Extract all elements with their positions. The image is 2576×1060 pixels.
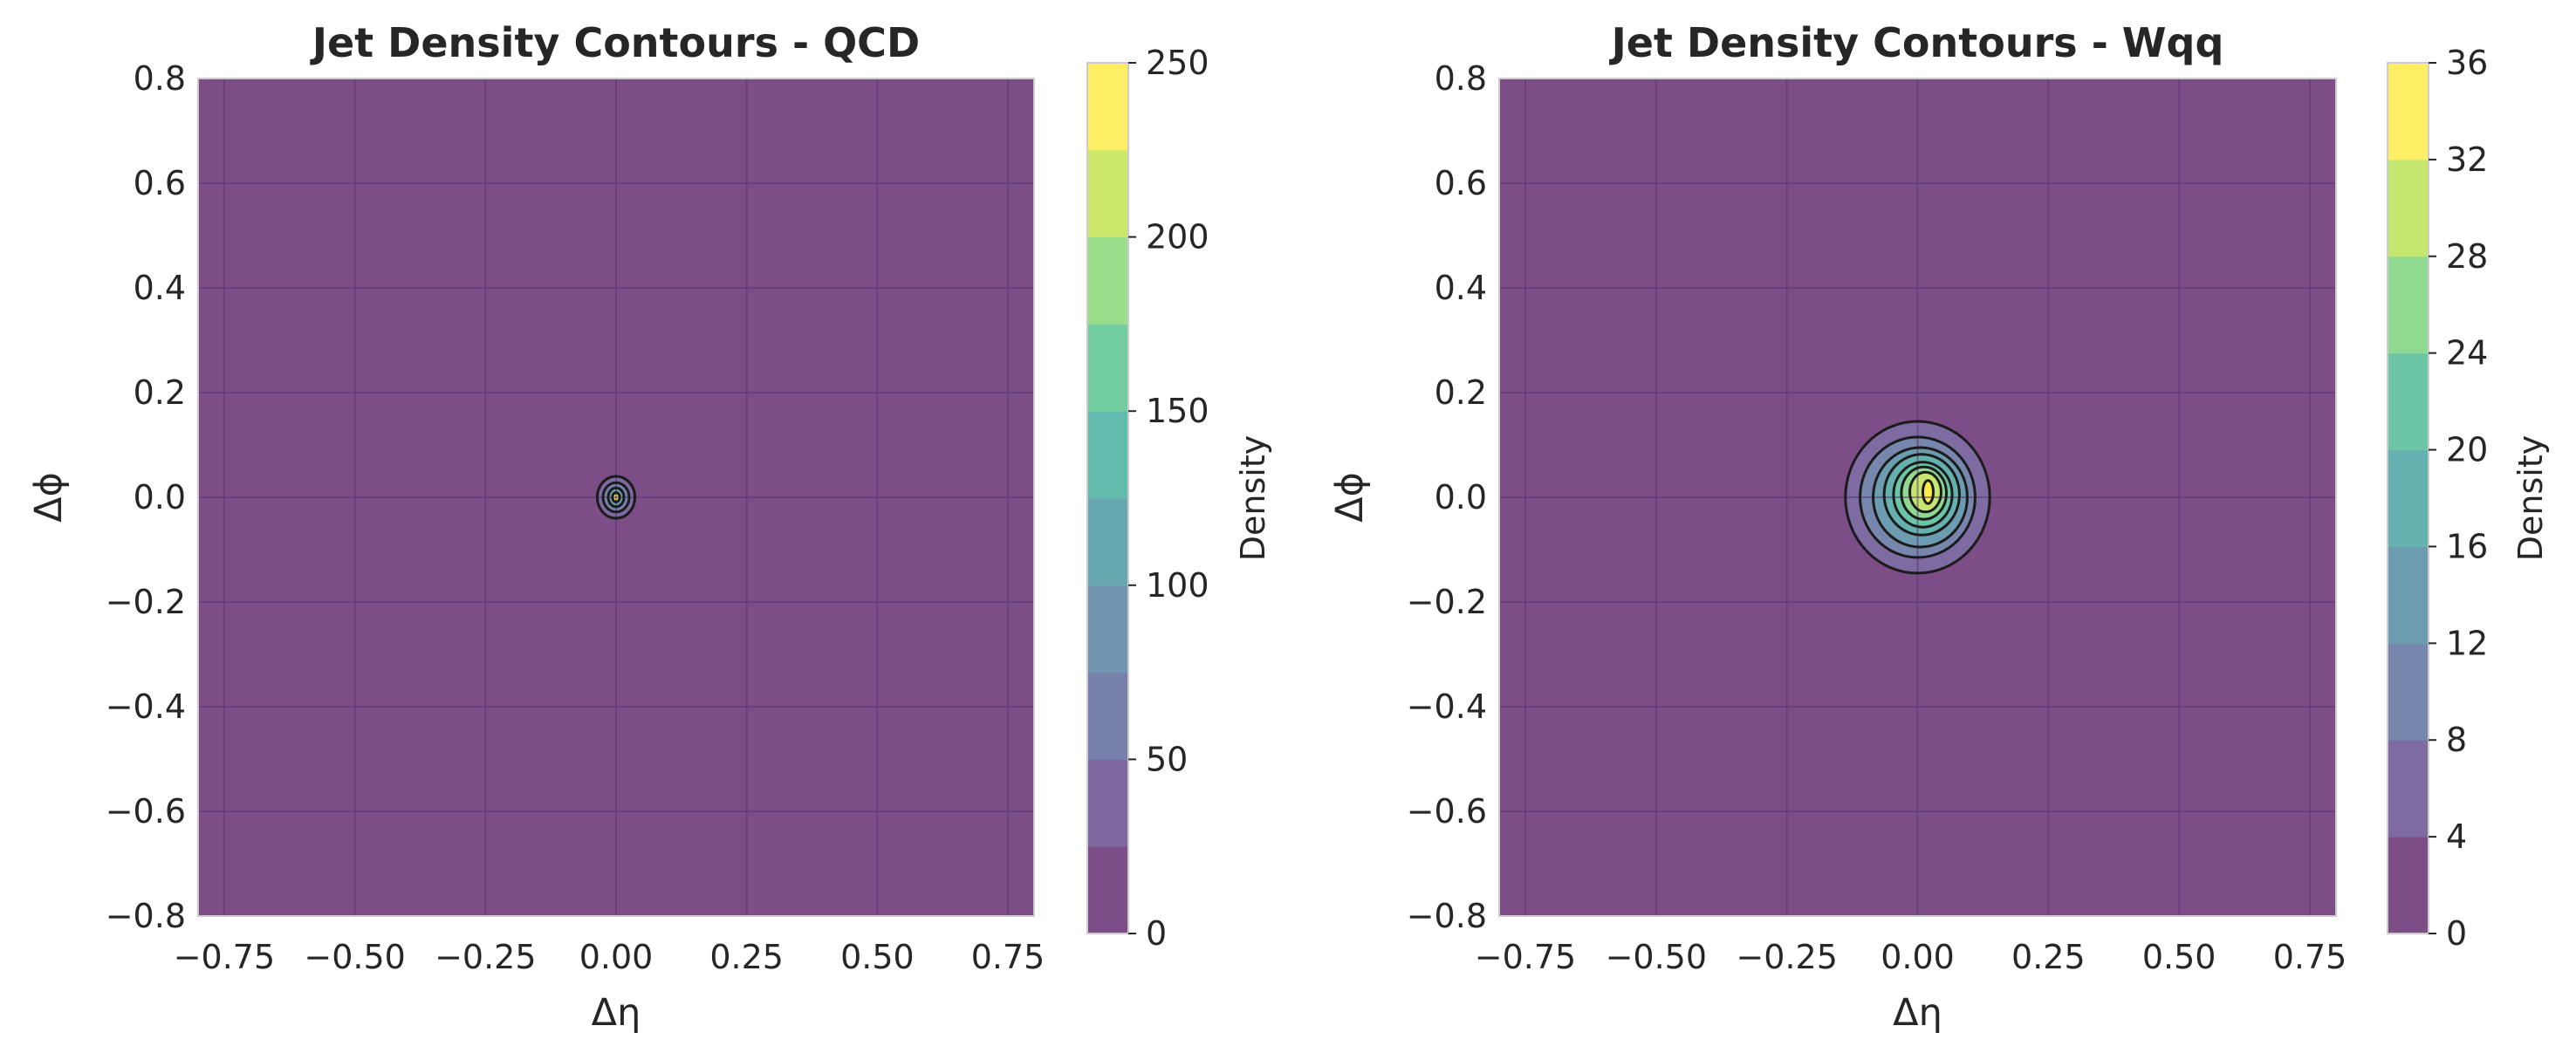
colorbar-band	[2388, 837, 2429, 934]
colorbar-band	[1087, 149, 1128, 238]
colorbar-tick-label: 150	[1146, 392, 1209, 430]
y-tick-label: 0.6	[1435, 164, 1487, 202]
y-tick-label: −0.6	[106, 792, 186, 831]
colorbar-band	[2388, 352, 2429, 451]
x-tick-label: 0.75	[971, 938, 1045, 976]
chart-panel-1: Jet Density Contours - QCD −0.75 −0.50 −0.2…	[27, 19, 1272, 1035]
contour-line-50	[601, 481, 631, 514]
x-tick-label: 0.00	[579, 938, 654, 976]
contour-line-32	[1921, 479, 1935, 505]
x-tick-label: 0.25	[2011, 938, 2086, 976]
colorbar-tick-label: 20	[2446, 431, 2488, 469]
x-tick-label: −0.75	[174, 938, 275, 976]
contour-line-20	[1892, 461, 1954, 529]
plot-content	[1499, 79, 2336, 916]
y-tick-label: 0.2	[134, 373, 186, 412]
x-axis-label: Δη	[592, 991, 641, 1035]
colorbar-tick-label: 16	[2446, 527, 2488, 565]
y-tick-label: 0.8	[134, 59, 186, 98]
x-tick-label: −0.50	[1606, 938, 1707, 976]
x-tick-label: 0.50	[840, 938, 915, 976]
colorbar-tick-label: 24	[2446, 334, 2488, 373]
chart-title: Jet Density Contours - QCD	[310, 19, 920, 66]
contour-line-4	[1844, 420, 1991, 575]
colorbar-tick-label: 250	[1146, 44, 1209, 82]
colorbar-tick-label: 100	[1146, 566, 1209, 605]
colorbar-band	[2388, 159, 2429, 257]
x-tick-label: 0.50	[2142, 938, 2216, 976]
y-tick-label: −0.2	[106, 583, 186, 621]
colorbar-band	[2388, 256, 2429, 354]
colorbar: 0 50 100 150 200 250 Density	[1086, 44, 1272, 953]
y-tick-label: 0.8	[1435, 59, 1487, 98]
x-tick-label: 0.00	[1881, 938, 1955, 976]
colorbar-band	[2388, 546, 2429, 644]
y-tick-label: 0.2	[1435, 373, 1487, 412]
colorbar-tick-label: 4	[2446, 817, 2467, 856]
y-tick-label: 0.4	[1435, 269, 1487, 307]
colorbar-band	[2388, 643, 2429, 741]
colorbar-band	[1087, 498, 1128, 586]
contour-line-24	[1900, 465, 1948, 521]
y-tick-label: 0.0	[134, 478, 186, 516]
contour-line-25	[595, 475, 637, 520]
x-tick-label: −0.50	[304, 938, 405, 976]
y-tick-label: 0.6	[134, 164, 186, 202]
colorbar-tick-label: 200	[1146, 218, 1209, 256]
contour-line-175	[611, 491, 621, 503]
colorbar-tick-label: 12	[2446, 624, 2488, 662]
chart-panel-2: Jet Density Contours - Wqq −0.75 −0.50 −0.2…	[1328, 19, 2550, 1035]
colorbar-tick-label: 0	[1146, 914, 1167, 953]
colorbar-band	[2388, 449, 2429, 547]
x-axis-label: Δη	[1893, 991, 1942, 1035]
colorbar-band	[1087, 324, 1128, 412]
x-tick-label: −0.75	[1475, 938, 1576, 976]
colorbar-band	[1087, 759, 1128, 847]
colorbar-tick-label: 32	[2446, 140, 2488, 179]
contour-line-8	[1859, 435, 1977, 559]
plot-content	[198, 79, 1034, 916]
colorbar-label: Density	[2511, 435, 2550, 561]
y-tick-label: −0.8	[1407, 897, 1487, 935]
y-axis-label: Δϕ	[1328, 472, 1372, 523]
y-tick-label: −0.2	[1407, 583, 1487, 621]
colorbar-frame	[2387, 62, 2429, 934]
colorbar-band	[1087, 846, 1128, 934]
y-tick-label: 0.0	[1435, 478, 1487, 516]
contour-line-100	[606, 486, 626, 509]
colorbar-label: Density	[1234, 435, 1272, 561]
colorbar-tick-label: 0	[2446, 914, 2467, 953]
colorbar-band	[1087, 585, 1128, 674]
x-tick-label: −0.25	[435, 938, 536, 976]
colorbar-band	[1087, 672, 1128, 760]
colorbar-band	[1087, 63, 1128, 151]
y-tick-label: −0.6	[1407, 792, 1487, 831]
colorbar-band	[2388, 740, 2429, 838]
x-tick-label: −0.25	[1736, 938, 1837, 976]
colorbar-tick-label: 28	[2446, 237, 2488, 276]
contour-line-28	[1908, 470, 1942, 514]
axes-frame	[197, 78, 1035, 917]
y-axis-label: Δϕ	[27, 472, 71, 523]
x-tick-label: 0.25	[709, 938, 784, 976]
colorbar-band	[2388, 63, 2429, 161]
y-tick-label: −0.8	[106, 897, 186, 935]
y-tick-label: 0.4	[134, 269, 186, 307]
axes-frame	[1498, 78, 2337, 917]
colorbar-band	[1087, 236, 1128, 325]
contour-line-16	[1882, 453, 1961, 537]
colorbar-frame	[1086, 62, 1129, 934]
colorbar: 0 4 8 12 16 20 24 28 32 36 Density	[2387, 44, 2550, 953]
y-tick-label: −0.4	[1407, 687, 1487, 726]
x-tick-label: 0.75	[2273, 938, 2347, 976]
chart-title: Jet Density Contours - Wqq	[1609, 19, 2224, 66]
y-tick-label: −0.4	[106, 687, 186, 726]
colorbar-tick-label: 36	[2446, 44, 2488, 82]
colorbar-tick-label: 50	[1146, 740, 1188, 778]
colorbar-tick-label: 8	[2446, 721, 2467, 759]
colorbar-band	[1087, 411, 1128, 499]
contour-line-12	[1872, 446, 1969, 549]
